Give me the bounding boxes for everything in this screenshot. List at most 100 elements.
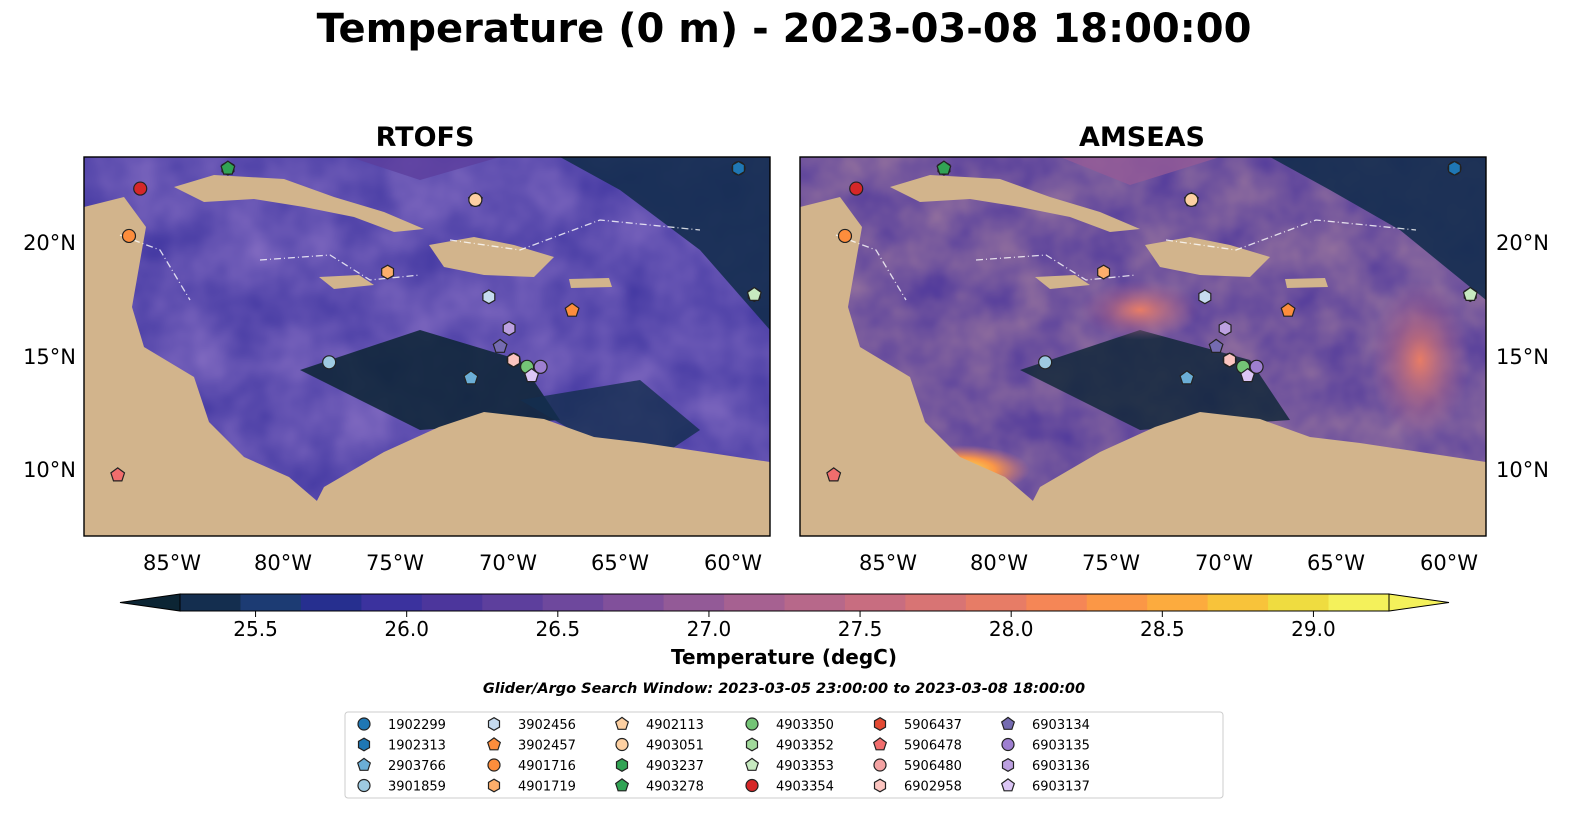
float-marker-5906478 (110, 467, 126, 482)
float-marker-4901716 (837, 228, 853, 244)
yticks-amseas: 20°N 15°N 10°N (1496, 231, 1549, 482)
colorbar-segment (663, 594, 725, 611)
float-marker-6903137 (1240, 367, 1256, 383)
ytick-label: 15°N (1496, 345, 1549, 369)
legend-label: 4902113 (646, 718, 704, 733)
float-marker-4903354 (849, 181, 864, 196)
float-marker-2903766 (1179, 370, 1195, 385)
legend-label: 1902299 (388, 718, 446, 733)
colorbar-extend-high (1388, 593, 1450, 612)
xtick-label: 75°W (366, 551, 424, 575)
legend-label: 5906480 (904, 759, 962, 774)
float-markers-amseas (826, 160, 1478, 482)
float-marker-3902456 (1198, 289, 1212, 305)
xtick-label: 85°W (143, 551, 201, 575)
legend-label: 5906437 (904, 718, 962, 733)
float-marker-4903051 (1184, 192, 1199, 207)
legend-marker-1902299 (357, 717, 371, 731)
xtick-label: 75°W (1082, 551, 1140, 575)
legend-marker-6902958 (873, 778, 887, 793)
float-marker-4901719 (1097, 264, 1111, 280)
colorbar-segment (482, 594, 544, 611)
legend-label: 6902958 (904, 780, 962, 795)
float-marker-2903766 (463, 370, 479, 385)
panel-title-amseas: AMSEAS (1079, 122, 1205, 153)
legend-marker-4903051 (615, 737, 629, 752)
colorbar-segment (1268, 594, 1330, 611)
xtick-label: 65°W (591, 551, 649, 575)
colorbar-segment (1147, 594, 1209, 611)
float-marker-6903136 (502, 320, 516, 336)
colorbar-segment (1086, 594, 1148, 611)
colorbar-segment (240, 594, 302, 611)
colorbar-segment (542, 594, 604, 611)
legend-label: 3902457 (518, 739, 576, 754)
legend-label: 4903353 (776, 759, 834, 774)
legend-marker-1902313 (357, 737, 371, 752)
legend-label: 6903137 (1032, 780, 1090, 795)
ytick-label: 15°N (23, 345, 76, 369)
colorbar-tick-label: 28.5 (1140, 617, 1185, 641)
axes-frame-amseas (799, 156, 1487, 537)
float-marker-5906478 (826, 467, 842, 482)
float-marker-6902958 (1223, 352, 1237, 368)
float-marker-6903135 (1249, 359, 1264, 374)
legend-marker-4901719 (487, 778, 501, 793)
legend-label: 4903352 (776, 739, 834, 754)
colorbar-segment (1207, 594, 1269, 611)
colorbar-segment (724, 594, 785, 611)
legend-label: 1902313 (388, 739, 446, 754)
xtick-label: 60°W (704, 551, 762, 575)
float-marker-6903134 (492, 338, 508, 353)
legend-marker-2903766 (356, 757, 372, 771)
legend-marker-5906478 (872, 737, 888, 751)
figure-title: Temperature (0 m) - 2023-03-08 18:00:00 (317, 6, 1252, 52)
colorbar-segment (180, 594, 241, 611)
xtick-label: 70°W (479, 551, 537, 575)
colorbar-tick-label: 28.0 (989, 617, 1034, 641)
legend-marker-5906480 (873, 758, 887, 772)
ytick-label: 10°N (23, 458, 76, 482)
search-window-text: Glider/Argo Search Window: 2023-03-05 23… (483, 681, 1085, 697)
colorbar-segment (905, 594, 967, 611)
colorbar-tick-label: 29.0 (1291, 617, 1336, 641)
colorbar-segment (784, 594, 846, 611)
float-marker-3902456 (482, 289, 496, 305)
legend-label: 3901859 (388, 780, 446, 795)
colorbar-tick-label: 26.5 (536, 617, 581, 641)
colorbar-tick-label: 25.5 (233, 617, 278, 641)
legend-marker-6903134 (1000, 716, 1016, 730)
xtick-label: 65°W (1307, 551, 1365, 575)
colorbar-segment (603, 594, 665, 611)
colorbar-label: Temperature (degC) (671, 645, 897, 669)
xtick-label: 60°W (1420, 551, 1478, 575)
legend-marker-3901859 (357, 778, 371, 793)
legend-marker-4902113 (614, 716, 630, 730)
float-marker-6903137 (524, 367, 540, 383)
legend-marker-4903352 (745, 737, 759, 752)
float-marker-3901859 (322, 355, 337, 370)
float-marker-4901716 (121, 228, 137, 244)
colorbar-ticks: 25.5 26.0 26.5 27.0 27.5 28.0 28.5 29.0 (233, 611, 1336, 641)
xtick-label: 85°W (859, 551, 917, 575)
float-marker-4903278 (220, 160, 236, 175)
colorbar-extend-low (119, 593, 181, 612)
xtick-label: 70°W (1195, 551, 1253, 575)
legend-label: 4903354 (776, 780, 834, 795)
legend-label: 4903051 (646, 739, 704, 754)
legend-label: 6903136 (1032, 759, 1090, 774)
colorbar-segment (965, 594, 1027, 611)
legend-entries: 1902299 1902313 2903766 3901859 3902456 39024… (356, 716, 1090, 795)
ytick-label: 20°N (23, 231, 76, 255)
colorbar-segment (1328, 594, 1390, 611)
float-marker-4903354 (133, 181, 148, 196)
float-marker-6902958 (507, 352, 521, 368)
float-marker-1902313 (1447, 160, 1462, 176)
colorbar-segment (1026, 594, 1088, 611)
xtick-label: 80°W (970, 551, 1028, 575)
colorbar: 25.5 26.0 26.5 27.0 27.5 28.0 28.5 29.0 Tempera… (119, 593, 1450, 669)
yticks-rtofs: 20°N 15°N 10°N (23, 231, 76, 482)
legend-label: 4903237 (646, 759, 704, 774)
legend-marker-4903354 (745, 778, 759, 793)
panel-amseas: AMSEAS 85°W 80°W 75°W 70°W 65°W 60°W 20°… (799, 122, 1549, 575)
